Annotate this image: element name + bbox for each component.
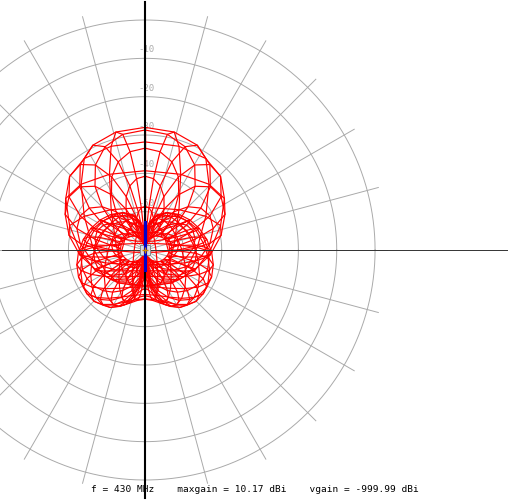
Bar [140,245,150,255]
Text: -10: -10 [138,46,154,54]
Text: -40: -40 [138,160,154,170]
Text: -20: -20 [138,84,154,92]
Text: -50: -50 [138,198,154,207]
Text: f = 430 MHz    maxgain = 10.17 dBi    vgain = -999.99 dBi: f = 430 MHz maxgain = 10.17 dBi vgain = … [91,485,418,494]
Text: -30: -30 [138,122,154,131]
